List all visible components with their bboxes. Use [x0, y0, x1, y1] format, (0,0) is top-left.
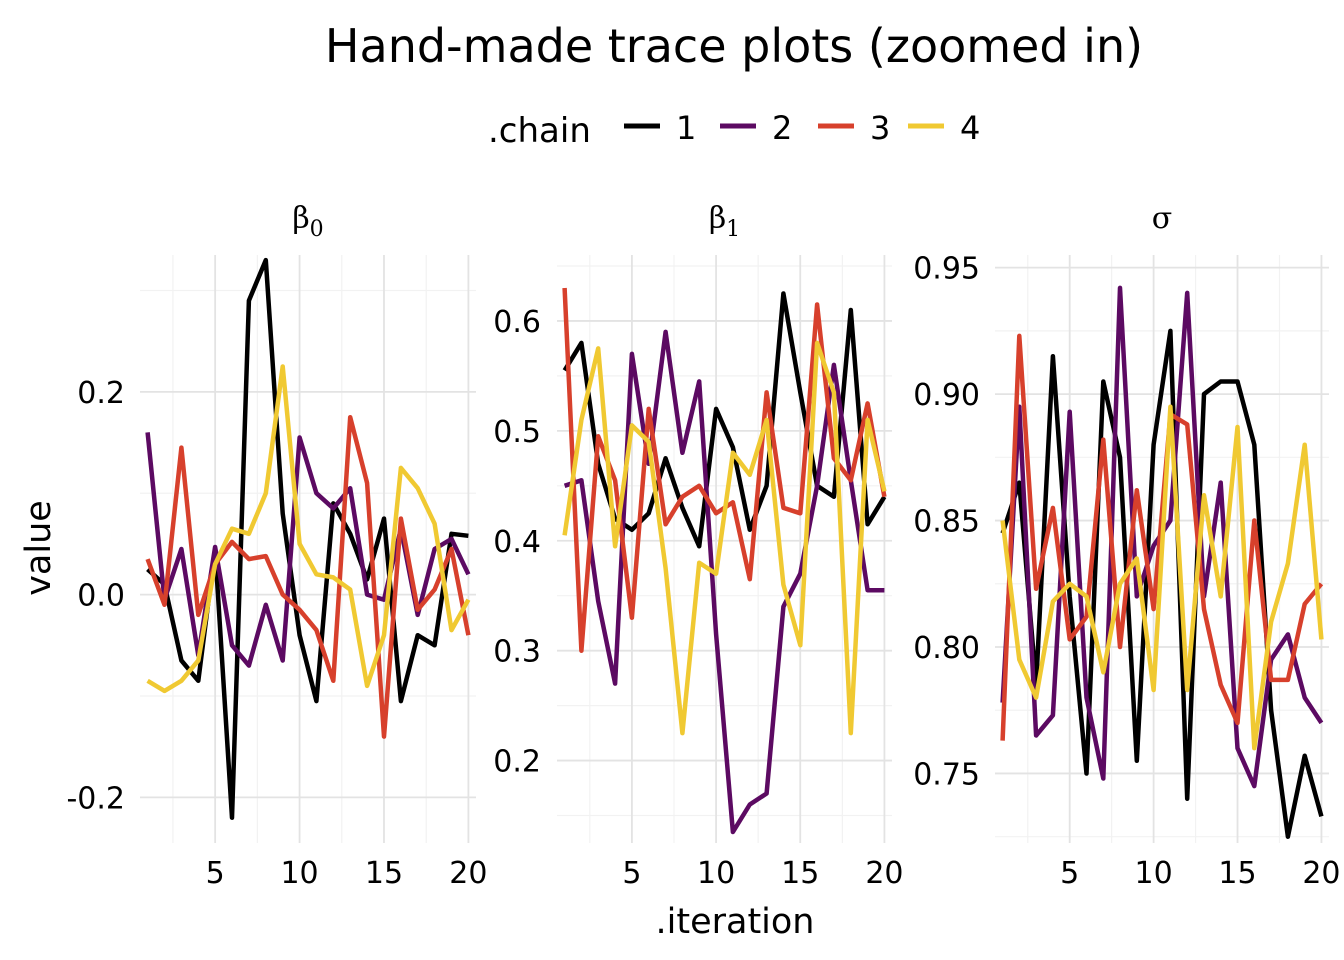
y-tick-label: 0.90 [913, 378, 980, 413]
series-line-chain-3 [145, 414, 471, 739]
x-tick-label: 5 [1060, 856, 1079, 891]
y-tick-label: 0.3 [493, 635, 541, 670]
x-tick-label: 5 [206, 856, 225, 891]
y-tick-label: 0.4 [493, 525, 541, 560]
series-line-chain-4 [562, 340, 887, 736]
x-tick-label: 10 [1135, 856, 1173, 891]
series-line-chain-4 [146, 364, 471, 694]
strip-label-2: β1 [709, 201, 740, 242]
legend-label-4: 4 [960, 109, 980, 147]
series-line-chain-1 [146, 257, 469, 820]
y-tick-label: 0.80 [913, 631, 980, 666]
strip-label-3: σ [1152, 201, 1172, 236]
x-tick-label: 15 [365, 856, 403, 891]
x-tick-label: 5 [622, 856, 641, 891]
y-tick-label: 0.2 [493, 745, 541, 780]
series-line-chain-2 [145, 432, 471, 668]
x-tick-label: 20 [865, 856, 903, 891]
y-tick-label: 0.5 [493, 415, 541, 450]
panel-1: β0 -0.2 0.0 0.2 5 10 15 20 [66, 201, 487, 891]
y-tick-label: 0.75 [913, 757, 980, 792]
legend-label-1: 1 [676, 109, 696, 147]
strip-label-1: β0 [292, 201, 323, 242]
legend-title: .chain [488, 111, 591, 151]
y-tick-label: 0.95 [913, 252, 980, 287]
y-tick-label: 0.85 [913, 505, 980, 540]
legend-label-3: 3 [870, 109, 890, 147]
x-tick-label: 20 [1302, 856, 1340, 891]
x-tick-label: 10 [697, 856, 735, 891]
legend-label-2: 2 [772, 109, 792, 147]
x-tick-label: 10 [280, 856, 318, 891]
x-axis-label: .iteration [656, 902, 815, 942]
x-tick-label: 20 [449, 856, 487, 891]
y-tick-label: 0.0 [77, 579, 125, 614]
y-tick-label: 0.2 [77, 376, 125, 411]
y-tick-label: 0.6 [493, 305, 541, 340]
legend: .chain 1 2 3 4 [488, 109, 980, 151]
y-tick-label: -0.2 [66, 781, 125, 816]
series-line-chain-4 [1000, 404, 1324, 751]
facet-panels: β0 -0.2 0.0 0.2 5 10 15 20 β1 0.2 0.3 0.4 0.5 0.6 5 10 1… [66, 201, 1340, 891]
panel-3: σ 0.75 0.80 0.85 0.90 0.95 5 10 15 20 [913, 201, 1340, 891]
panel-2: β1 0.2 0.3 0.4 0.5 0.6 5 10 15 20 [493, 201, 903, 891]
y-axis-label: value [19, 500, 59, 596]
x-tick-label: 15 [781, 856, 819, 891]
x-tick-label: 15 [1218, 856, 1256, 891]
chart-title: Hand-made trace plots (zoomed in) [325, 19, 1143, 73]
